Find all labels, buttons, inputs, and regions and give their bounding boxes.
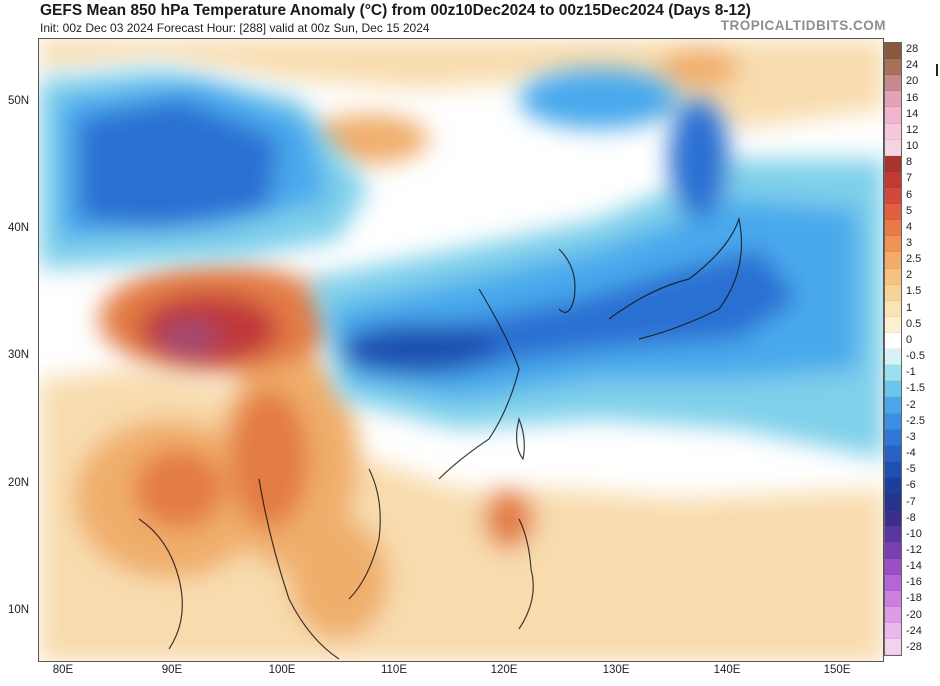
- colorbar-label: 0: [906, 333, 913, 346]
- colorbar-label: 14: [906, 107, 919, 120]
- coastlines: [138, 216, 743, 660]
- colorbar-label: -6: [906, 479, 916, 492]
- colorbar-label: -2: [906, 398, 916, 411]
- colorbar-swatch: [885, 75, 901, 92]
- colorbar-swatch: [885, 622, 901, 640]
- colorbar-swatch: [885, 171, 901, 188]
- colorbar-label: -2.5: [906, 414, 925, 427]
- colorbar-label: -12: [906, 543, 922, 556]
- lon-label-100e: 100E: [268, 664, 296, 676]
- colorbar-label: 1: [906, 301, 913, 314]
- colorbar-label: -28: [906, 640, 922, 653]
- colorbar-label: 20: [906, 75, 919, 88]
- lon-label-150e: 150E: [823, 664, 851, 676]
- colorbar-swatch: [885, 494, 901, 511]
- colorbar-label: -7: [906, 495, 916, 508]
- colorbar: [884, 42, 902, 656]
- colorbar-swatch: [885, 413, 901, 430]
- colorbar-swatch: [885, 236, 901, 253]
- lat-label-50n: 50N: [8, 95, 30, 107]
- colorbar-label: 2.5: [906, 253, 922, 266]
- colorbar-swatch: [885, 526, 901, 543]
- colorbar-swatch: [885, 59, 901, 76]
- lon-label-110e: 110E: [380, 664, 407, 676]
- lat-label-10n: 10N: [8, 604, 30, 616]
- colorbar-swatch: [885, 558, 901, 575]
- colorbar-label: 3: [906, 236, 913, 249]
- colorbar-label: 6: [906, 188, 913, 201]
- colorbar-swatch: [885, 252, 901, 269]
- colorbar-label: 12: [906, 123, 919, 136]
- colorbar-swatch: [885, 300, 901, 317]
- colorbar-label: 8: [906, 156, 913, 169]
- colorbar-swatch: [885, 349, 901, 366]
- colorbar-label: -24: [906, 624, 922, 637]
- brand-watermark: TROPICALTIDBITS.COM: [720, 18, 886, 33]
- colorbar-swatch: [885, 43, 901, 60]
- colorbar-swatch: [885, 220, 901, 237]
- lon-label-140e: 140E: [713, 664, 741, 676]
- colorbar-label: -4: [906, 447, 916, 460]
- colorbar-label: 28: [906, 43, 919, 56]
- lat-label-20n: 20N: [8, 477, 30, 489]
- colorbar-label: -18: [906, 592, 922, 605]
- colorbar-label: -16: [906, 576, 922, 589]
- lon-label-130e: 130E: [602, 664, 630, 676]
- colorbar-swatch: [885, 155, 901, 172]
- colorbar-label: -8: [906, 511, 916, 524]
- anomaly-map: [39, 39, 883, 661]
- lon-label-90e: 90E: [161, 664, 183, 676]
- colorbar-swatch: [885, 284, 901, 301]
- colorbar-swatch: [885, 542, 901, 559]
- colorbar-label: 1.5: [906, 285, 922, 298]
- colorbar-label: -20: [906, 608, 922, 621]
- colorbar-swatch: [885, 204, 901, 221]
- colorbar-label: -3: [906, 430, 916, 443]
- colorbar-label: 10: [906, 140, 919, 153]
- colorbar-label: -14: [906, 560, 922, 573]
- colorbar-swatch: [885, 91, 901, 108]
- colorbar-label: 0.5: [906, 317, 922, 330]
- lat-label-40n: 40N: [8, 222, 30, 234]
- colorbar-swatch: [885, 606, 901, 623]
- colorbar-swatch: [885, 123, 901, 140]
- colorbar-swatch: [885, 397, 901, 414]
- colorbar-swatch: [885, 107, 901, 124]
- warm-anomaly-field: [39, 39, 883, 661]
- colorbar-label: -10: [906, 527, 922, 540]
- colorbar-label: -1.5: [906, 382, 925, 395]
- colorbar-swatch: [885, 139, 901, 156]
- colorbar-swatch: [885, 332, 901, 350]
- colorbar-swatch: [885, 445, 901, 462]
- colorbar-swatch: [885, 510, 901, 527]
- chart-title: GEFS Mean 850 hPa Temperature Anomaly (°…: [40, 2, 751, 19]
- colorbar-swatch: [885, 316, 901, 333]
- map-area: [38, 38, 884, 662]
- colorbar-label: 4: [906, 220, 913, 233]
- cool-anomaly-field: [39, 69, 883, 459]
- colorbar-swatch: [885, 461, 901, 478]
- lat-label-30n: 30N: [8, 349, 30, 361]
- colorbar-swatch: [885, 590, 901, 607]
- edge-marker: [936, 64, 938, 76]
- colorbar-label: -0.5: [906, 350, 925, 363]
- colorbar-swatch: [885, 477, 901, 495]
- colorbar-label: 24: [906, 59, 919, 72]
- colorbar-swatch: [885, 187, 901, 205]
- colorbar-swatch: [885, 639, 901, 656]
- colorbar-label: -1: [906, 366, 916, 379]
- lon-label-120e: 120E: [490, 664, 518, 676]
- colorbar-label: 16: [906, 91, 919, 104]
- chart-subtitle: Init: 00z Dec 03 2024 Forecast Hour: [28…: [40, 21, 430, 35]
- colorbar-label: -5: [906, 463, 916, 476]
- colorbar-label: 2: [906, 269, 913, 282]
- colorbar-label: 7: [906, 172, 913, 185]
- colorbar-swatch: [885, 268, 901, 285]
- colorbar-swatch: [885, 365, 901, 382]
- colorbar-label: 5: [906, 204, 913, 217]
- colorbar-swatch: [885, 381, 901, 398]
- colorbar-swatch: [885, 574, 901, 591]
- colorbar-swatch: [885, 429, 901, 446]
- lon-label-80e: 80E: [52, 664, 74, 676]
